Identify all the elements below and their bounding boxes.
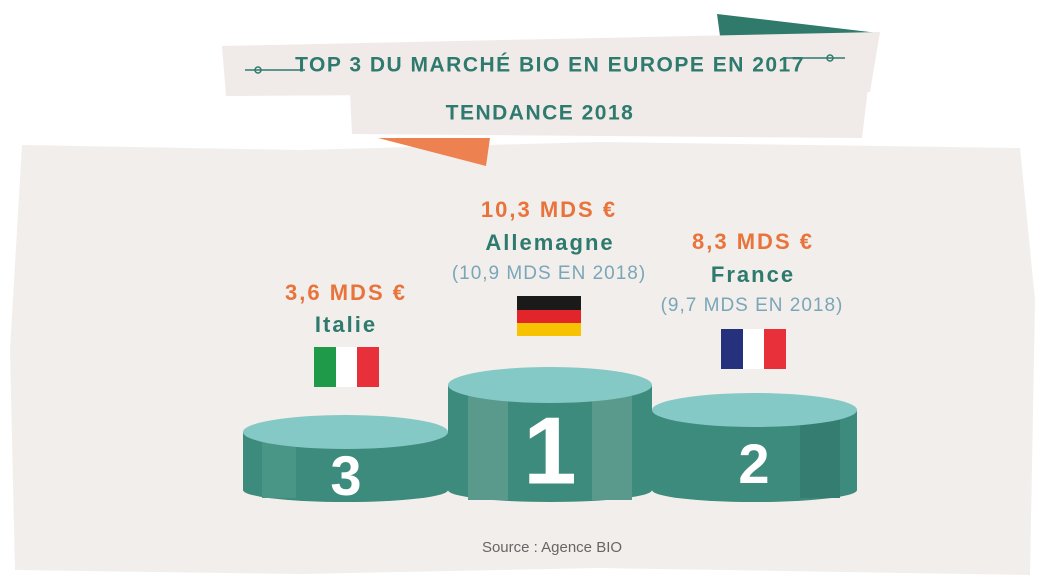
rank: 3: [330, 444, 361, 507]
podium: [448, 367, 652, 502]
banner-bottom: [350, 88, 868, 138]
value: 10,3 MDS €: [481, 197, 617, 222]
flag-italy: [314, 347, 379, 387]
banner-top: [222, 32, 880, 96]
rank: 1: [523, 397, 576, 504]
banner-ribbon: [378, 138, 490, 166]
value: 8,3 MDS €: [692, 229, 814, 254]
country: France: [711, 262, 795, 287]
country: Allemagne: [485, 230, 614, 255]
flag-germany: [517, 296, 581, 336]
title: TOP 3 DU MARCHÉ BIO EN EUROPE EN 2017: [295, 54, 805, 77]
country: Italie: [315, 312, 377, 337]
banner-tail: [717, 14, 878, 36]
note: (9,7 MDS EN 2018): [661, 295, 844, 316]
rank: 2: [738, 432, 769, 495]
value: 3,6 MDS €: [285, 280, 407, 305]
source: Source : Agence BIO: [482, 539, 622, 556]
note: (10,9 MDS EN 2018): [452, 263, 646, 284]
flag-france: [721, 329, 786, 369]
subtitle: TENDANCE 2018: [446, 102, 635, 125]
banner-deco: [245, 54, 845, 74]
podium: [652, 393, 857, 503]
podium: [243, 415, 448, 503]
